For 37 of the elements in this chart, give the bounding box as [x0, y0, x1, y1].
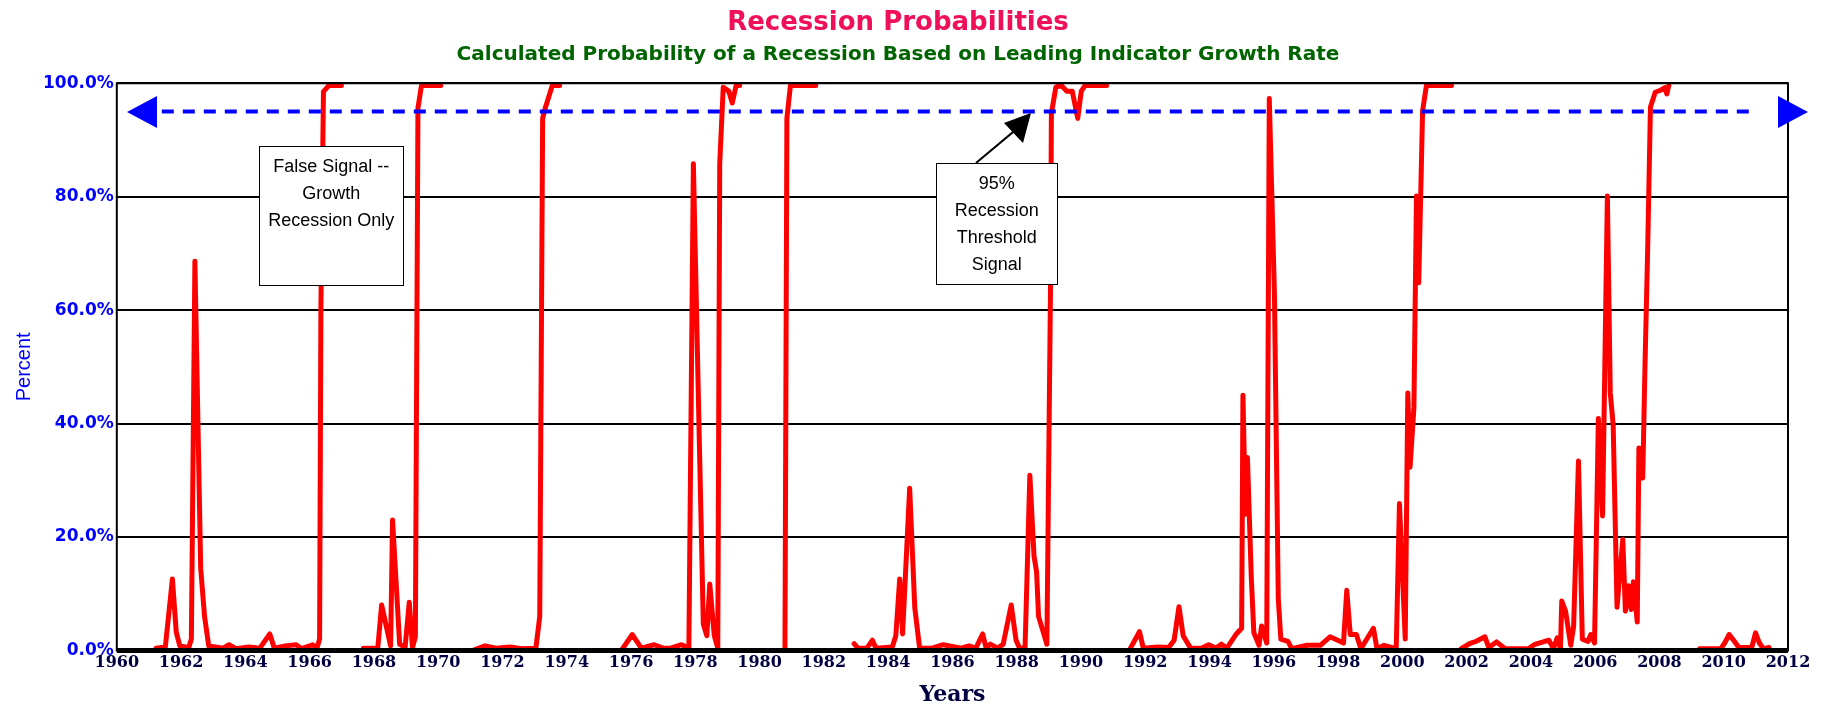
x-tick-label: 1980: [737, 652, 782, 672]
x-tick-label: 2006: [1572, 652, 1618, 672]
x-tick-label: 1982: [801, 652, 847, 672]
y-tick-label: 60.0%: [54, 298, 114, 319]
x-tick-label: 1964: [223, 652, 268, 672]
x-axis-title: Years: [918, 679, 986, 706]
chart-subtitle: Calculated Probability of a Recession Based on Leading Indicator Growth Rate: [456, 41, 1340, 66]
x-tick-label: 2000: [1380, 652, 1425, 672]
x-tick-label: 1988: [994, 652, 1039, 672]
x-tick-label: 1994: [1187, 652, 1232, 672]
x-tick-label: 1966: [287, 652, 332, 672]
x-tick-label: 1974: [544, 652, 590, 672]
callout-box: False Signal -- Growth Recession Only: [258, 145, 404, 286]
x-tick-label: 1962: [158, 652, 204, 672]
chart-title: Recession Probabilities: [727, 6, 1069, 37]
x-tick-label: 1986: [930, 652, 975, 672]
x-tick-label: 1992: [1122, 652, 1168, 672]
x-tick-label: 1972: [480, 652, 525, 672]
x-tick-label: 1996: [1251, 652, 1297, 672]
x-tick-label: 2004: [1508, 652, 1554, 672]
x-tick-label: 2002: [1444, 652, 1489, 672]
x-tick-label: 1978: [673, 652, 718, 672]
callout-box: 95% Recession Threshold Signal: [935, 162, 1058, 285]
y-axis-title: Percent: [11, 331, 34, 402]
x-tick-label: 1984: [865, 652, 911, 672]
x-tick-label: 2008: [1637, 652, 1682, 672]
x-tick-label: 1998: [1315, 652, 1361, 672]
y-tick-label: 100.0%: [42, 71, 114, 92]
x-tick-label: 1970: [415, 652, 461, 672]
x-tick-label: 1968: [351, 652, 397, 672]
y-tick-label: 80.0%: [54, 185, 114, 206]
x-tick-label: 2012: [1765, 652, 1811, 672]
y-tick-label: 20.0%: [54, 525, 114, 546]
x-tick-label: 1990: [1058, 652, 1104, 672]
x-tick-label: 2010: [1701, 652, 1746, 672]
y-tick-label: 40.0%: [54, 411, 114, 432]
x-tick-label: 1976: [608, 652, 654, 672]
